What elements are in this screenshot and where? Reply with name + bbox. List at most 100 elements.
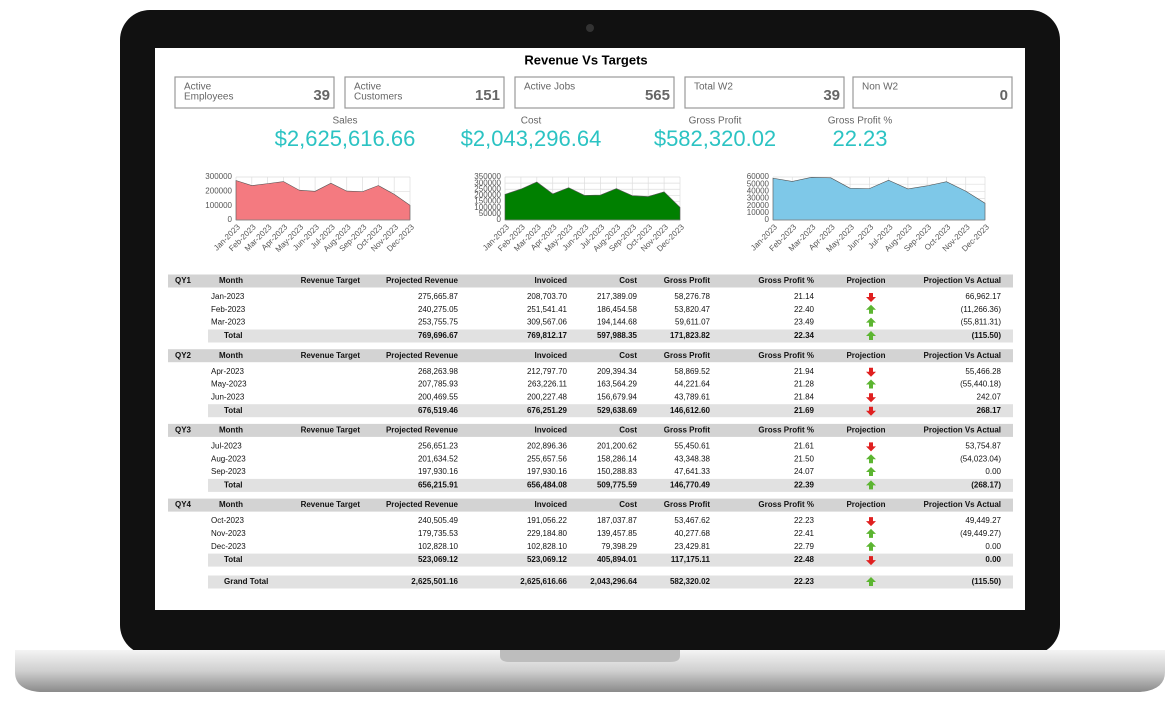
cell: 201,634.52: [418, 454, 459, 463]
column-header: Projected Revenue: [386, 351, 459, 360]
cell: 200,227.48: [527, 392, 568, 401]
y-tick-label: 20000: [747, 201, 770, 210]
cell: 58,869.52: [674, 367, 710, 376]
cell: 191,056.22: [527, 516, 568, 525]
column-header: Gross Profit %: [758, 351, 814, 360]
quarter-label: QY3: [175, 426, 192, 435]
row-label: Total: [224, 481, 243, 490]
column-header: Gross Profit %: [758, 500, 814, 509]
cell: 0.00: [985, 542, 1001, 551]
row-label: Total: [224, 406, 243, 415]
kpi-label: Active Jobs: [524, 82, 575, 93]
kpi-label: Active: [184, 82, 212, 93]
cell: 769,696.67: [418, 331, 459, 340]
cell: 187,037.87: [597, 516, 638, 525]
column-header: Projection Vs Actual: [924, 500, 1002, 509]
row-label: Jul-2023: [211, 442, 242, 451]
cell: 59,611.07: [675, 318, 711, 327]
projection-arrow: [866, 467, 876, 476]
cell: 200,469.55: [418, 392, 459, 401]
cell: 251,541.41: [527, 305, 568, 314]
row-label: May-2023: [211, 380, 247, 389]
cell: 240,505.49: [418, 516, 459, 525]
cell: 186,454.58: [597, 305, 638, 314]
total-row-bg: [208, 553, 1013, 567]
cell: 22.39: [794, 481, 815, 490]
column-header: Month: [219, 426, 243, 435]
cell: 23,429.81: [674, 542, 710, 551]
cell: 201,200.62: [597, 442, 638, 451]
row-label: Total: [224, 555, 243, 564]
cell: 268,263.98: [418, 367, 459, 376]
cell: 212,797.70: [527, 367, 568, 376]
cell: 242.07: [977, 392, 1002, 401]
projection-arrow: [866, 293, 876, 302]
cell: 21.14: [794, 292, 815, 301]
y-tick-label: 200000: [205, 186, 232, 195]
column-header: Projected Revenue: [386, 500, 459, 509]
cell: 2,625,501.16: [411, 577, 458, 586]
y-tick-label: 60000: [747, 172, 770, 181]
cell: 53,754.87: [965, 442, 1001, 451]
dashboard-title: Revenue Vs Targets: [524, 52, 647, 67]
cell: 21.69: [794, 406, 815, 415]
cell: 2,625,616.66: [520, 577, 567, 586]
cell: 523,069.12: [527, 555, 568, 564]
column-header: Cost: [619, 426, 637, 435]
projection-arrow: [866, 331, 876, 340]
cell: 256,651.23: [418, 442, 459, 451]
area: [772, 176, 986, 221]
cell: 255,657.56: [527, 454, 568, 463]
cell: 217,389.09: [597, 292, 638, 301]
row-label: Aug-2023: [211, 454, 246, 463]
column-header: Revenue Target: [301, 500, 361, 509]
projection-arrow: [866, 393, 876, 403]
row-label: Grand Total: [224, 577, 268, 586]
cell: (54,023.04): [960, 454, 1001, 463]
kpi-card: [852, 76, 1013, 109]
projection-arrow: [866, 317, 876, 327]
cell: (11,266.36): [961, 305, 1002, 314]
cell: 24.07: [794, 467, 815, 476]
cell: 79,398.29: [601, 542, 637, 551]
cell: 47,641.33: [674, 467, 710, 476]
kpi-value: 565: [645, 87, 670, 104]
kpi-label: Active: [354, 82, 382, 93]
projection-arrow: [866, 528, 876, 538]
cell: 158,286.14: [597, 454, 638, 463]
cell: 146,612.60: [670, 406, 711, 415]
cell: 0.00: [985, 555, 1001, 564]
metric-value: $2,043,296.64: [461, 126, 602, 151]
y-tick-label: 300000: [474, 178, 501, 187]
cell: 22.48: [794, 555, 815, 564]
cell: 676,519.46: [418, 406, 459, 415]
row-label: Apr-2023: [211, 367, 244, 376]
kpi-card: [514, 76, 675, 109]
cell: 202,896.36: [527, 442, 568, 451]
cell: 2,043,296.64: [590, 577, 637, 586]
total-row-bg: [208, 575, 1013, 589]
cell: 207,785.93: [418, 380, 459, 389]
y-tick-label: 250000: [474, 184, 501, 193]
cell: 146,770.49: [670, 481, 711, 490]
cell: 53,820.47: [674, 305, 710, 314]
projection-arrow: [866, 406, 876, 416]
column-header: Gross Profit: [664, 426, 711, 435]
kpi-value: 39: [823, 87, 840, 104]
header-row-bg: [168, 274, 1013, 288]
y-tick-label: 200000: [474, 191, 501, 200]
header-row-bg: [168, 423, 1013, 437]
cell: 55,450.61: [674, 442, 710, 451]
total-row-bg: [208, 329, 1013, 343]
kpi-value: 0: [1000, 87, 1008, 104]
metric-value: 22.23: [832, 126, 887, 151]
quarter-label: QY1: [175, 276, 192, 285]
screen: [155, 48, 1025, 610]
cell: 21.84: [794, 392, 815, 401]
cell: 229,184.80: [527, 529, 568, 538]
column-header: Projection: [846, 500, 885, 509]
cell: 309,567.06: [527, 318, 568, 327]
cell: 253,755.75: [418, 318, 459, 327]
laptop-base: [15, 650, 1165, 692]
